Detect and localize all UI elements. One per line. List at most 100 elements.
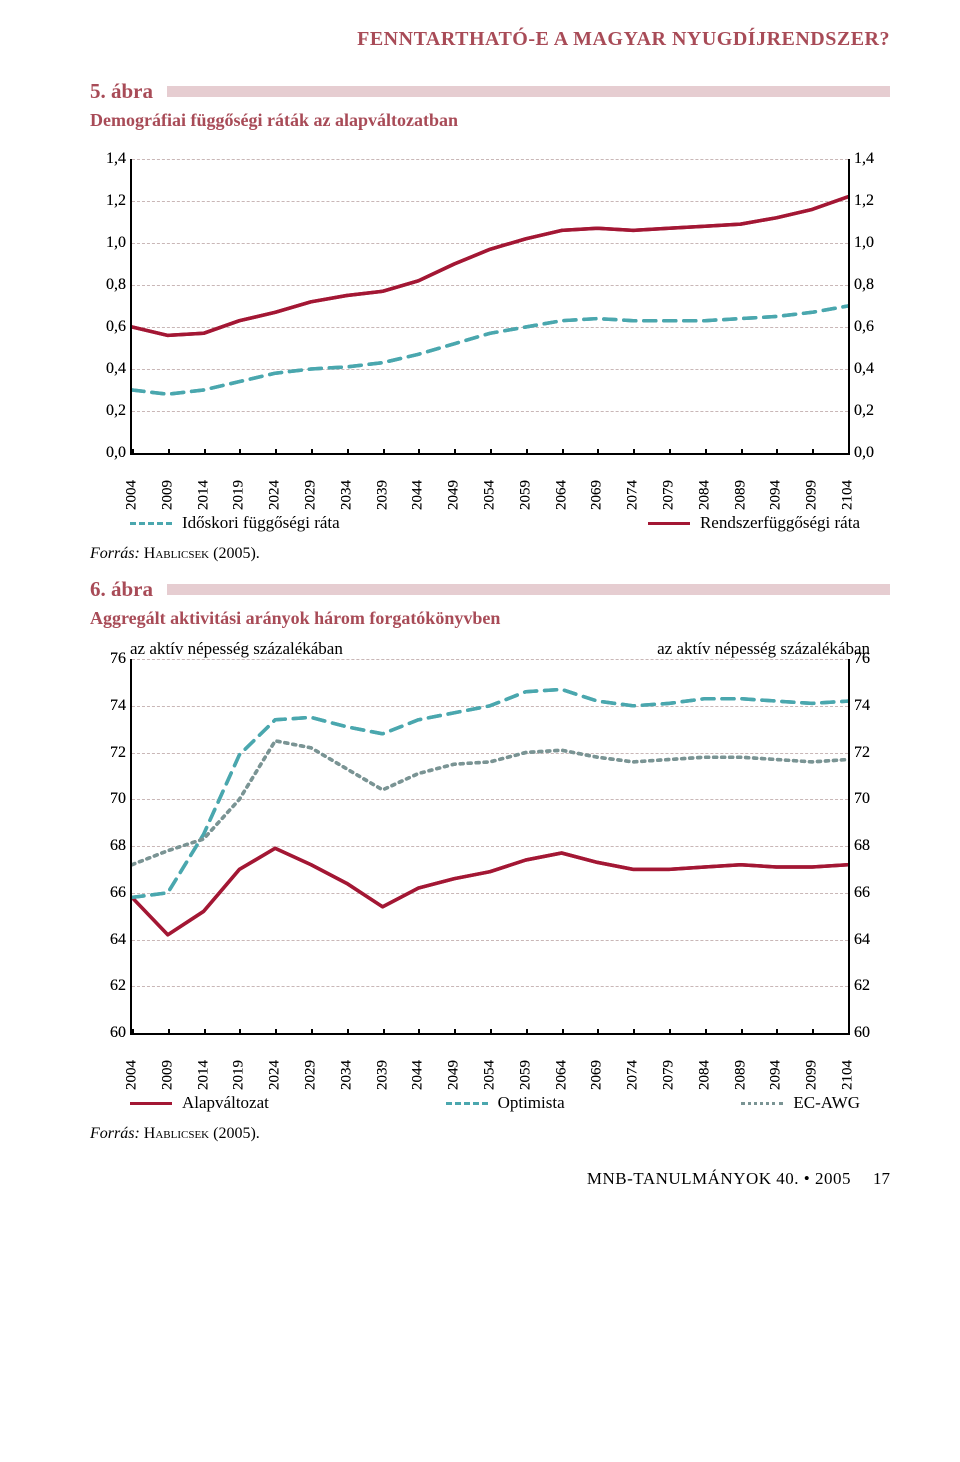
fig5-number: 5. ábra [90,79,153,104]
x-axis-label: 2029 [303,480,320,510]
x-axis-label: 2064 [553,480,570,510]
x-axis-label: 2094 [768,480,785,510]
x-axis-label: 2019 [231,1060,248,1090]
legend-item: Időskori függőségi ráta [130,513,340,533]
x-axis-label: 2104 [840,480,857,510]
x-axis-label: 2024 [267,1060,284,1090]
legend-label: Alapváltozat [182,1093,269,1113]
y-axis-label: 0,4 [96,361,126,377]
x-axis-label: 2089 [732,480,749,510]
x-axis-label: 2079 [661,1060,678,1090]
x-axis-label: 2049 [446,480,463,510]
fig6-axis-title-left: az aktív népesség százalékában [130,639,343,659]
x-axis-label: 2064 [553,1060,570,1090]
x-axis-label: 2059 [517,480,534,510]
legend-label: Időskori függőségi ráta [182,513,340,533]
x-axis-label: 2089 [732,1060,749,1090]
figure-5: 5. ábra Demográfiai függőségi ráták az a… [90,79,890,563]
y-axis-label: 0,8 [854,277,884,293]
y-axis-label: 0,2 [854,403,884,419]
y-axis-label: 72 [96,745,126,761]
legend-label: Rendszerfüggőségi ráta [700,513,860,533]
x-axis-label: 2059 [517,1060,534,1090]
x-axis-label: 2094 [768,1060,785,1090]
x-axis-label: 2004 [124,1060,141,1090]
y-axis-label: 60 [854,1025,884,1041]
x-axis-label: 2034 [338,1060,355,1090]
y-axis-label: 70 [96,791,126,807]
footer-page-number: 17 [873,1169,890,1189]
y-axis-label: 0,6 [854,319,884,335]
x-axis-label: 2009 [159,1060,176,1090]
y-axis-label: 74 [96,698,126,714]
y-axis-label: 72 [854,745,884,761]
legend-item: EC-AWG [741,1093,860,1113]
x-axis-label: 2039 [374,1060,391,1090]
y-axis-label: 0,2 [96,403,126,419]
y-axis-label: 64 [854,932,884,948]
x-axis-label: 2044 [410,480,427,510]
y-axis-label: 66 [854,885,884,901]
y-axis-label: 0,0 [854,445,884,461]
page-footer: MNB-TANULMÁNYOK 40. • 2005 17 [90,1169,890,1189]
x-axis-label: 2029 [303,1060,320,1090]
y-axis-label: 64 [96,932,126,948]
x-axis-label: 2044 [410,1060,427,1090]
y-axis-label: 0,6 [96,319,126,335]
x-axis-label: 2054 [482,480,499,510]
legend-item: Rendszerfüggőségi ráta [648,513,860,533]
fig6-axis-title-right: az aktív népesség százalékában [657,639,870,659]
y-axis-label: 0,4 [854,361,884,377]
fig6-chart: 6060626264646666686870707272747476762004… [90,641,890,1081]
y-axis-label: 74 [854,698,884,714]
y-axis-label: 1,4 [96,151,126,167]
y-axis-label: 68 [96,838,126,854]
y-axis-label: 1,4 [854,151,884,167]
y-axis-label: 70 [854,791,884,807]
series-Rendszerfüggőségi ráta [132,197,848,336]
y-axis-label: 62 [96,978,126,994]
x-axis-label: 2069 [589,480,606,510]
legend-swatch [130,1102,172,1105]
x-axis-label: 2099 [804,1060,821,1090]
y-axis-label: 1,2 [854,193,884,209]
y-axis-label: 60 [96,1025,126,1041]
fig5-source: Forrás: Hablicsek (2005). [90,545,890,563]
figure-6: 6. ábra Aggregált aktivitási arányok hár… [90,577,890,1143]
x-axis-label: 2009 [159,480,176,510]
x-axis-label: 2024 [267,480,284,510]
fig6-number: 6. ábra [90,577,153,602]
x-axis-label: 2004 [124,480,141,510]
legend-swatch [648,522,690,525]
legend-swatch [130,522,172,525]
x-axis-label: 2039 [374,480,391,510]
fig5-title-bar [167,86,890,97]
series-Alapváltozat [132,848,848,935]
x-axis-label: 2074 [625,480,642,510]
x-axis-label: 2104 [840,1060,857,1090]
y-axis-label: 1,0 [96,235,126,251]
fig6-title-bar [167,584,890,595]
y-axis-label: 66 [96,885,126,901]
legend-swatch [446,1102,488,1105]
y-axis-label: 0,8 [96,277,126,293]
legend-label: EC-AWG [793,1093,860,1113]
x-axis-label: 2014 [195,480,212,510]
y-axis-label: 1,0 [854,235,884,251]
footer-publication: MNB-TANULMÁNYOK 40. • 2005 [587,1169,851,1189]
y-axis-label: 0,0 [96,445,126,461]
y-axis-label: 68 [854,838,884,854]
x-axis-label: 2084 [696,1060,713,1090]
legend-swatch [741,1102,783,1105]
x-axis-label: 2074 [625,1060,642,1090]
series-EC-AWG [132,741,848,865]
fig5-chart: 0,0 0,0 0,2 0,2 0,4 0,4 0,6 0,6 0,8 0,8 1,0 1,0 1,2 1… [90,141,890,501]
fig6-source: Forrás: Hablicsek (2005). [90,1125,890,1143]
fig5-title: Demográfiai függőségi ráták az alapválto… [90,110,890,131]
x-axis-label: 2069 [589,1060,606,1090]
x-axis-label: 2084 [696,480,713,510]
legend-item: Alapváltozat [130,1093,269,1113]
legend-item: Optimista [446,1093,565,1113]
legend-label: Optimista [498,1093,565,1113]
running-header: FENNTARTHATÓ-E A MAGYAR NYUGDÍJRENDSZER? [90,28,890,51]
